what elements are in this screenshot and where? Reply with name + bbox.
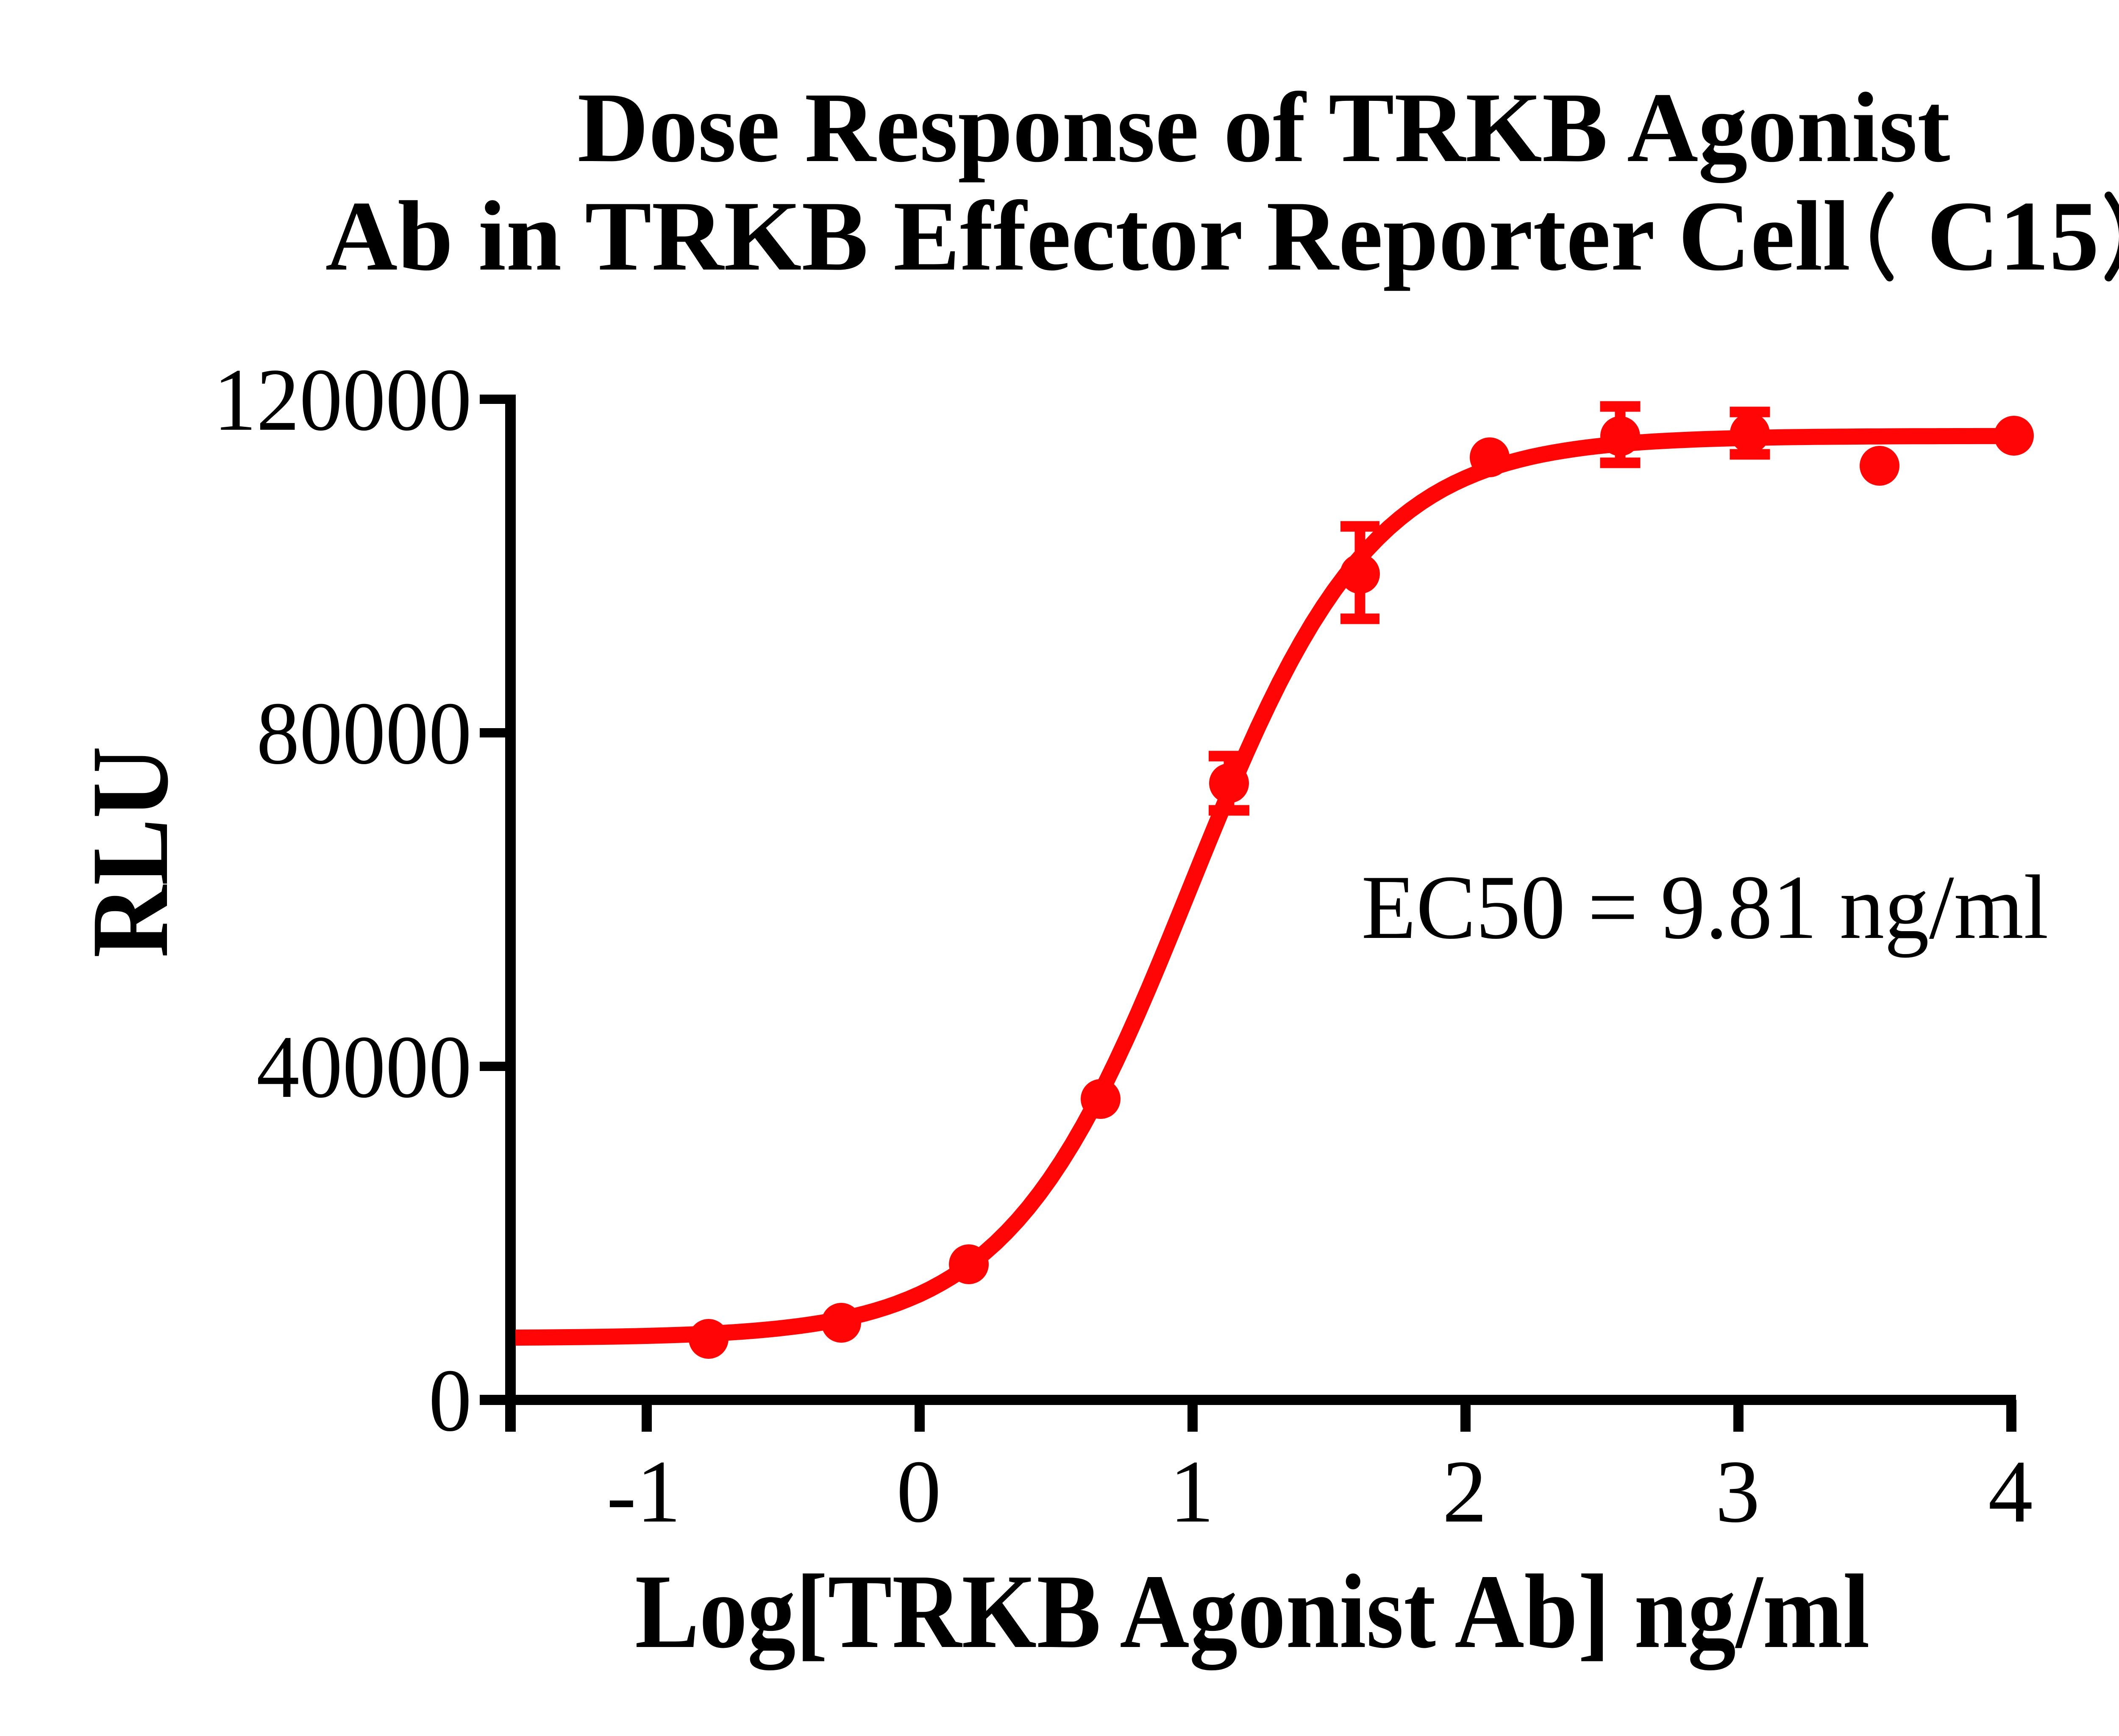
svg-text:2: 2: [1442, 1442, 1487, 1541]
svg-text:0: 0: [896, 1442, 941, 1541]
svg-text:Dose Response of TRKB Agonist: Dose Response of TRKB Agonist: [577, 72, 1950, 183]
svg-text:EC50 = 9.81 ng/ml: EC50 = 9.81 ng/ml: [1361, 857, 2048, 958]
svg-text:-1: -1: [606, 1442, 681, 1544]
svg-text:0: 0: [428, 1351, 472, 1450]
svg-text:C15: C15: [1927, 181, 2099, 292]
svg-text:40000: 40000: [256, 1017, 472, 1116]
svg-text:Ab in TRKB Effector Reporter C: Ab in TRKB Effector Reporter Cell: [325, 181, 1851, 292]
svg-text:1: 1: [1169, 1442, 1214, 1541]
svg-text:120000: 120000: [213, 350, 472, 449]
svg-text:80000: 80000: [256, 684, 472, 783]
svg-text:3: 3: [1715, 1442, 1760, 1541]
svg-text:Log[TRKB Agonist Ab] ng/ml: Log[TRKB Agonist Ab] ng/ml: [635, 1552, 1870, 1670]
svg-text:4: 4: [1988, 1442, 2033, 1541]
svg-text:RLU: RLU: [69, 746, 191, 958]
